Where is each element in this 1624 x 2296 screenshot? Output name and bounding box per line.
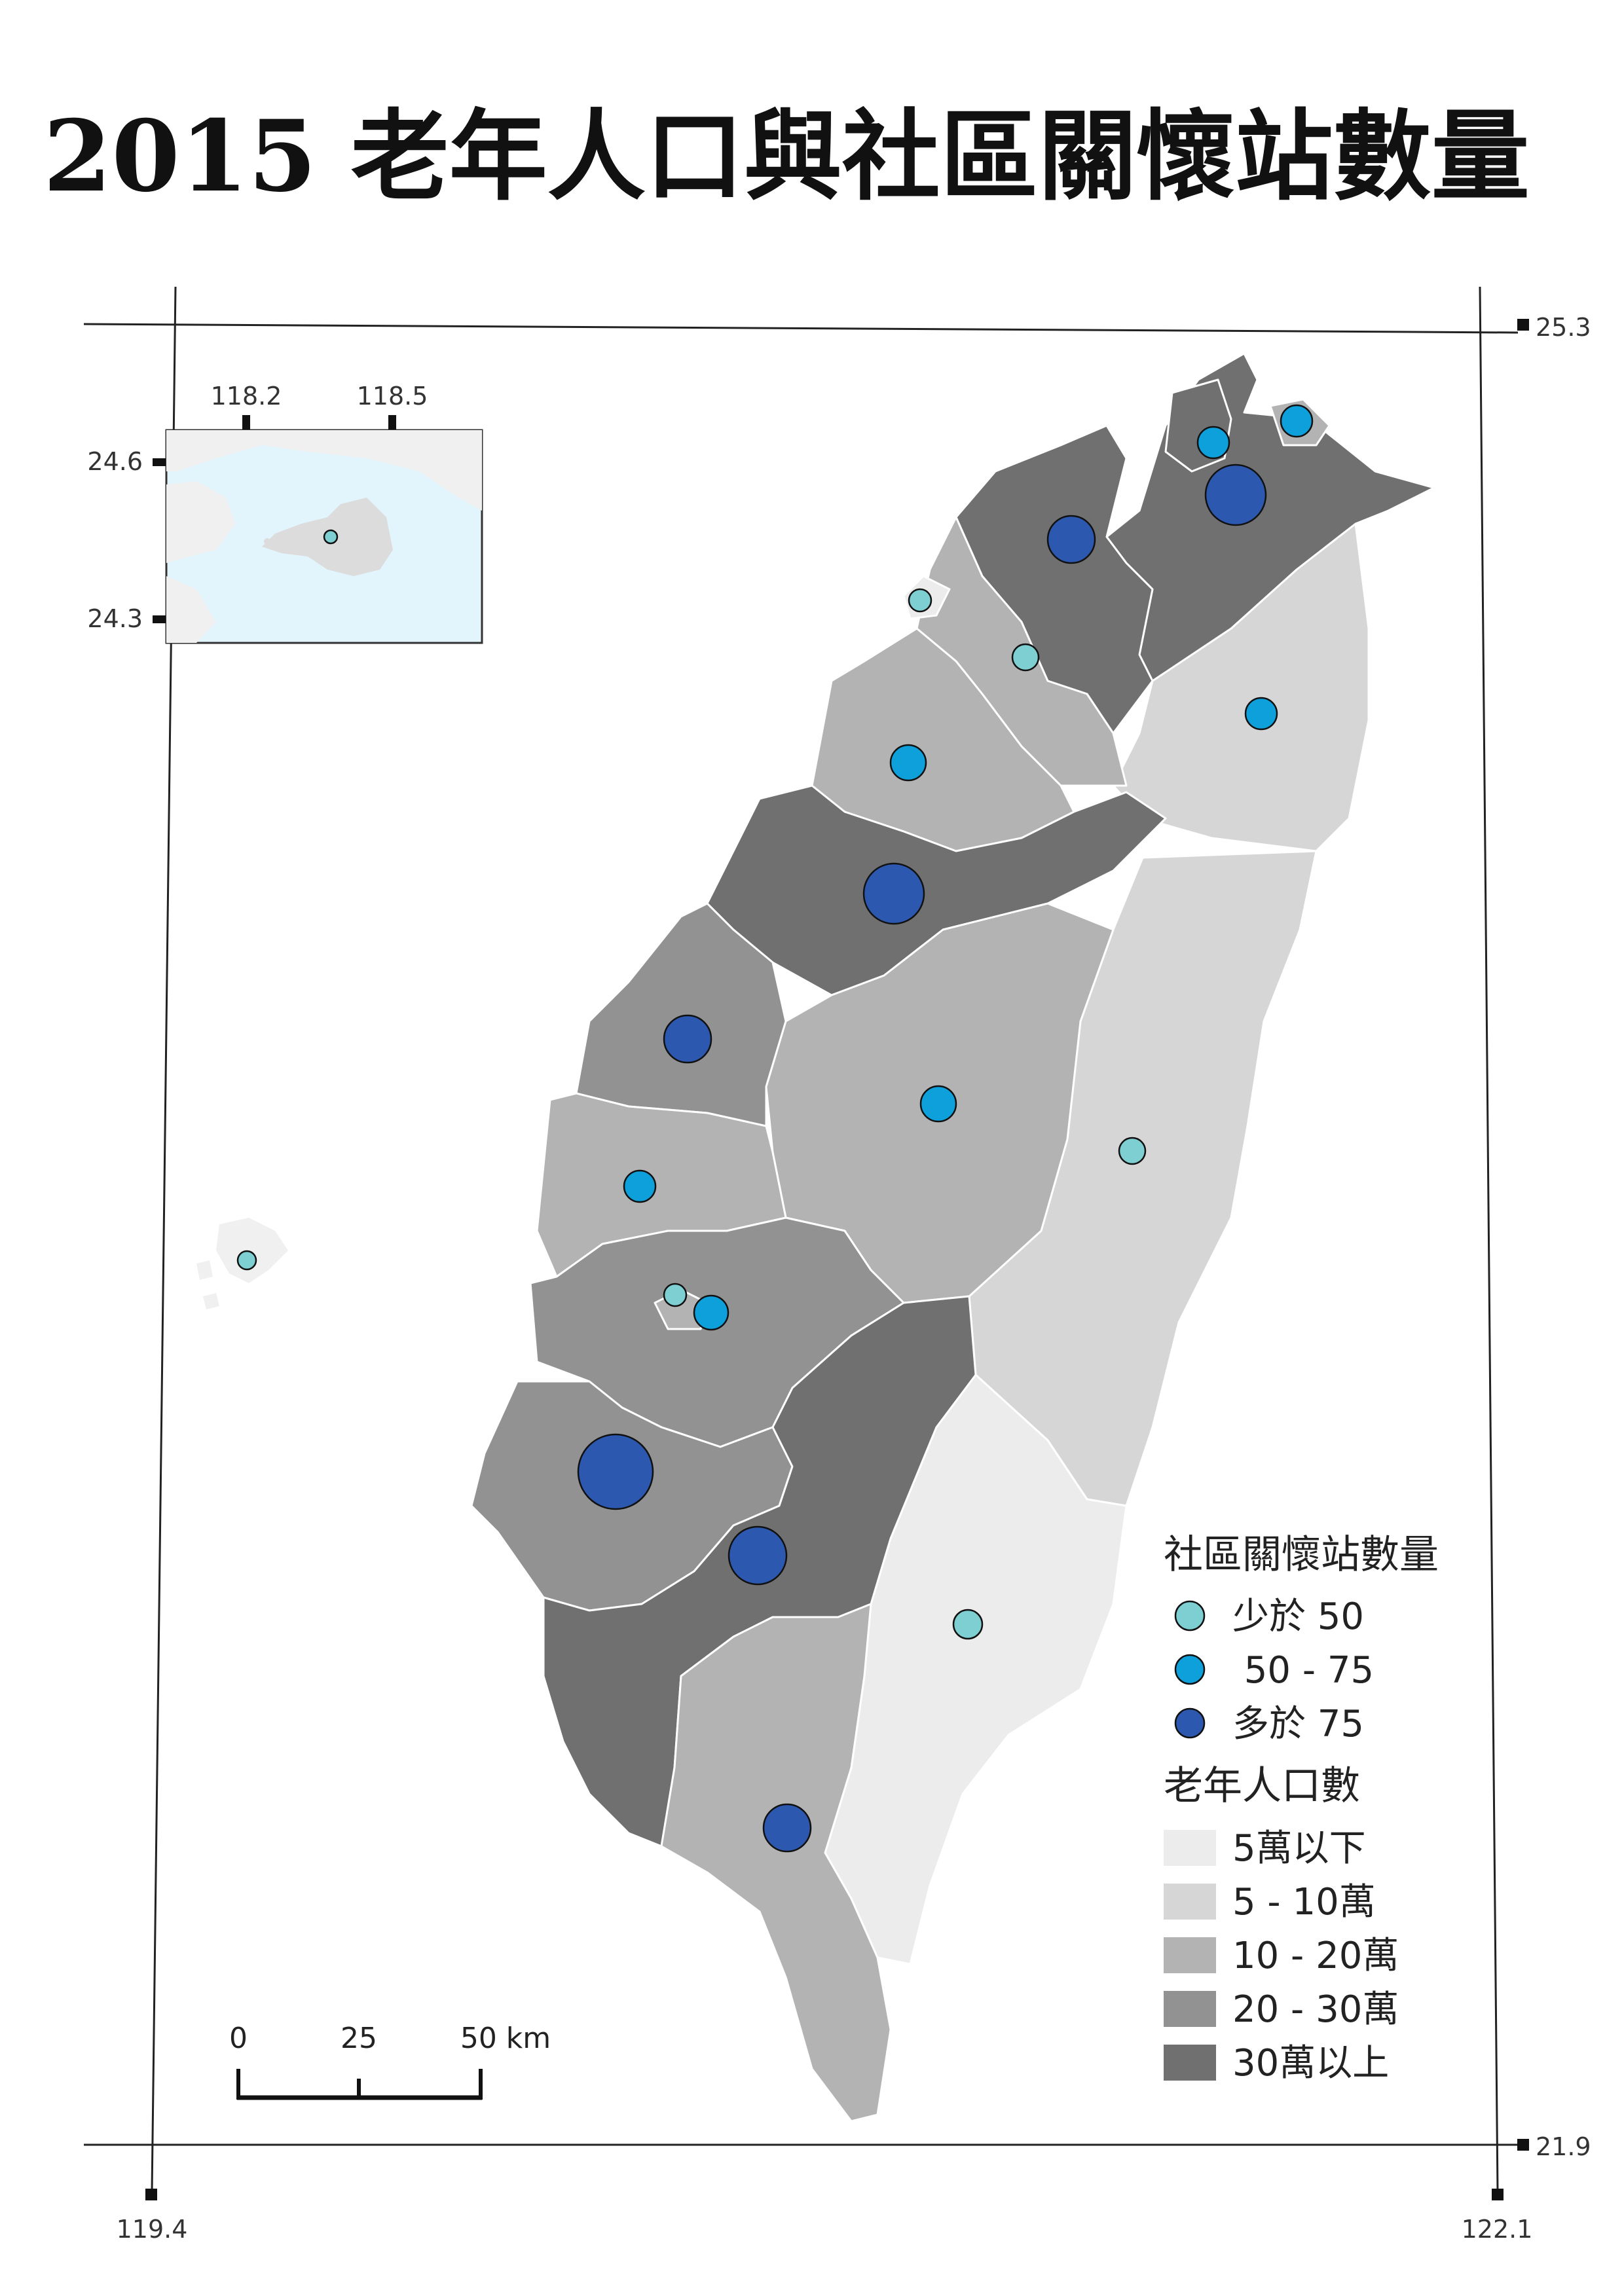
station-taichung: [862, 862, 925, 925]
station-taoyuan: [1046, 515, 1096, 564]
station-kinmen: [323, 529, 339, 545]
inset-lon-label-b: 118.5: [357, 382, 428, 410]
legend-stations-title: 社區關懷站數量: [1164, 1532, 1439, 1578]
inset-lat-label-a: 24.6: [87, 447, 143, 476]
station-chiayi: [693, 1294, 729, 1331]
station-tainan: [577, 1433, 654, 1510]
station-kaohsiung: [728, 1525, 788, 1586]
station-symbols: [236, 404, 1314, 1853]
inset-ticks: [153, 415, 396, 623]
station-hualien: [1118, 1137, 1147, 1165]
lat-label-bottom: 21.9: [1536, 2132, 1591, 2161]
legend-swatch-pop-3: [1164, 1991, 1216, 2027]
station-hsinchu: [1011, 643, 1040, 672]
legend-swatch-pop-1: [1164, 1884, 1216, 1920]
map-title: 2015 老年人口與社區關懷站數量: [43, 99, 1530, 214]
legend-station-label-0: 少於 50: [1232, 1595, 1364, 1638]
lon-label-right: 122.1: [1462, 2215, 1533, 2244]
penghu-islands: [196, 1218, 288, 1309]
station-hsinchu-city: [908, 588, 932, 613]
county-pingtung: [660, 1603, 892, 2123]
graticule-ticks: [145, 319, 1529, 2200]
inset-lat-label-b: 24.3: [87, 604, 143, 633]
station-taipei: [1196, 426, 1230, 460]
legend-pop-label-3: 20 - 30萬: [1232, 1988, 1399, 2031]
station-yunlin: [623, 1169, 657, 1203]
legend-swatch-station-0: [1174, 1600, 1206, 1631]
lon-label-left: 119.4: [117, 2215, 188, 2244]
legend: 社區關懷站數量 少於 50 50 - 75 多於 75 老年人口數 5萬以下 5…: [1164, 1532, 1439, 2085]
scale-label-50: 50 km: [460, 2022, 551, 2055]
station-pingtung: [762, 1803, 812, 1853]
scale-label-0: 0: [229, 2022, 248, 2055]
legend-swatch-station-1: [1174, 1654, 1206, 1685]
legend-station-label-1: 50 - 75: [1232, 1649, 1374, 1692]
station-keelung: [1280, 404, 1314, 438]
legend-station-label-2: 多於 75: [1232, 1703, 1364, 1745]
scale-label-25: 25: [341, 2022, 377, 2055]
station-penghu: [236, 1250, 257, 1271]
graticule-line-right: [1479, 286, 1499, 2193]
lat-label-top: 25.3: [1536, 313, 1591, 342]
scale-bar: 0 25 50 km: [229, 2022, 551, 2100]
legend-pop-label-0: 5萬以下: [1232, 1827, 1366, 1870]
legend-swatch-pop-0: [1164, 1830, 1216, 1866]
station-yilan: [1244, 697, 1278, 731]
legend-population-title: 老年人口數: [1164, 1763, 1360, 1809]
legend-swatch-pop-2: [1164, 1937, 1216, 1973]
station-new-taipei: [1204, 464, 1267, 526]
legend-pop-label-1: 5 - 10萬: [1232, 1881, 1376, 1923]
legend-swatch-station-2: [1174, 1707, 1206, 1739]
station-changhua: [663, 1014, 712, 1064]
station-taitung: [952, 1609, 984, 1640]
station-chiayi-city: [663, 1283, 688, 1307]
legend-pop-label-4: 30萬以上: [1232, 2042, 1389, 2085]
graticule-line-top: [83, 323, 1519, 334]
taiwan-counties: [470, 352, 1435, 2123]
legend-pop-label-2: 10 - 20萬: [1232, 1935, 1399, 1977]
station-nantou: [919, 1085, 957, 1123]
legend-swatch-pop-4: [1164, 2045, 1216, 2081]
county-taipei: [1164, 378, 1232, 473]
station-miaoli: [889, 744, 927, 782]
inset-lon-label-a: 118.2: [211, 382, 282, 410]
